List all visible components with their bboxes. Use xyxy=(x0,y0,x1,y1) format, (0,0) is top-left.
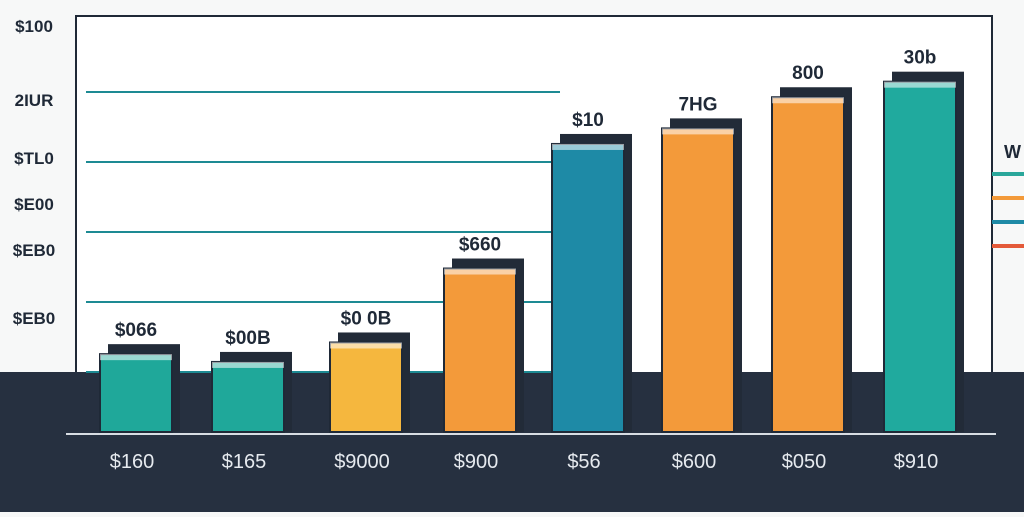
bar-cap xyxy=(330,342,402,349)
y-tick-label: $EB0 xyxy=(13,309,56,328)
bar xyxy=(551,142,625,433)
x-tick-label: $56 xyxy=(567,451,600,473)
y-tick-label: 2IUR xyxy=(15,91,54,110)
data-label: $660 xyxy=(459,235,501,256)
x-tick-label: $910 xyxy=(894,451,939,473)
data-label: $00B xyxy=(225,328,270,349)
bar-cap xyxy=(662,128,734,135)
legend-swatch xyxy=(992,220,1024,224)
y-tick-label: $EB0 xyxy=(13,241,56,260)
bar xyxy=(443,267,517,434)
x-tick-label: $160 xyxy=(110,451,155,473)
data-label: 800 xyxy=(792,63,824,84)
data-label: $10 xyxy=(572,110,604,131)
x-tick-label: $9000 xyxy=(334,451,390,473)
bar xyxy=(883,80,957,433)
bar xyxy=(771,96,845,433)
x-tick-label: $600 xyxy=(672,451,717,473)
y-tick-label: $TL0 xyxy=(14,149,54,168)
legend-swatch xyxy=(992,196,1024,200)
bar-cap xyxy=(552,143,624,150)
bar xyxy=(211,360,285,433)
legend-title: W xyxy=(1004,142,1021,162)
bar xyxy=(661,127,735,434)
bar xyxy=(329,341,403,433)
bar-cap xyxy=(772,97,844,104)
data-label: $0 0B xyxy=(341,308,392,329)
y-tick-label: $E00 xyxy=(14,195,54,214)
legend-swatch xyxy=(992,172,1024,176)
bar-cap xyxy=(212,361,284,368)
data-label: $066 xyxy=(115,320,157,341)
x-tick-label: $165 xyxy=(222,451,267,473)
bar xyxy=(99,353,173,434)
data-label: 7HG xyxy=(678,94,717,115)
bar-cap xyxy=(444,268,516,275)
y-tick-label: $100 xyxy=(15,17,53,36)
plot-frame xyxy=(75,15,993,383)
legend-swatch xyxy=(992,244,1024,248)
x-tick-label: $050 xyxy=(782,451,827,473)
data-label: 30b xyxy=(904,48,937,69)
x-tick-label: $900 xyxy=(454,451,499,473)
bar-cap xyxy=(100,354,172,361)
bar-cap xyxy=(884,81,956,88)
